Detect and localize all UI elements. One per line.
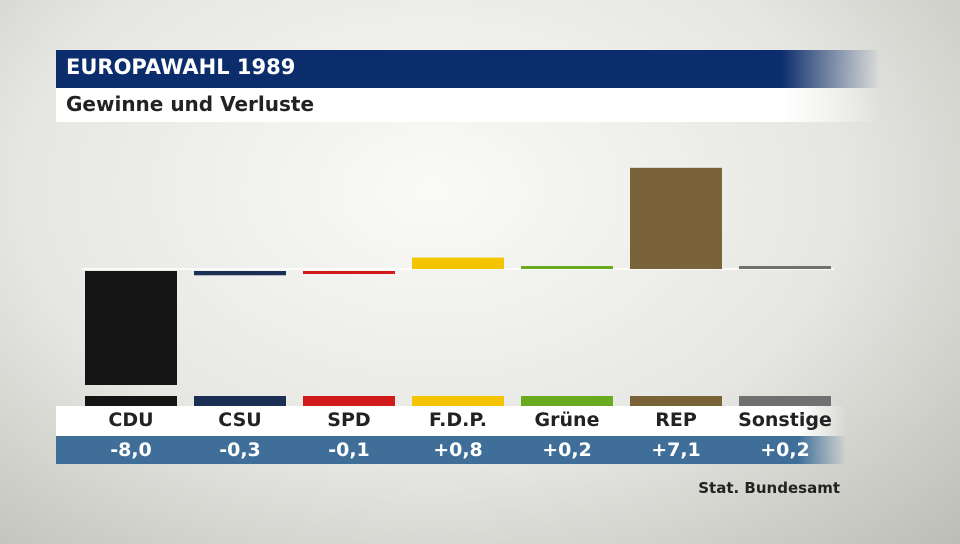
value-label: +0,2 [760,439,810,461]
title-bar: EUROPAWAHL 1989 [56,50,880,88]
bar-fdp [412,257,504,269]
category-label: Sonstige [738,409,832,431]
color-strip-spd [303,396,395,406]
value-label-row: -8,0 -0,3 -0,1 +0,8 +0,2 +7,1 +0,2 [56,436,846,464]
value-label: +0,2 [542,439,592,461]
color-strip-grne [521,396,613,406]
bar-grne [521,266,613,269]
bar-spd [303,271,395,274]
chart-title: EUROPAWAHL 1989 [66,55,296,79]
bar-cdu [85,271,177,385]
value-label: -0,3 [219,439,261,461]
category-label: SPD [327,409,371,431]
category-label-row: CDU CSU SPD F.D.P. Grüne REP Sonstige [56,406,846,436]
value-label: -0,1 [328,439,370,461]
bar-rep [630,167,722,269]
category-label: CDU [108,409,154,431]
value-label: +0,8 [433,439,483,461]
chart-subtitle: Gewinne und Verluste [66,92,315,116]
value-label: +7,1 [651,439,701,461]
color-strip-sonstige [739,396,831,406]
bar-csu [194,271,286,276]
value-label: -8,0 [110,439,152,461]
bar-sonstige [739,266,831,269]
color-strip-csu [194,396,286,406]
category-label: REP [655,409,697,431]
color-strip-rep [630,396,722,406]
category-label: CSU [218,409,262,431]
subtitle-bar: Gewinne und Verluste [56,88,880,122]
source-note: Stat. Bundesamt [698,479,840,497]
category-label: F.D.P. [428,409,488,431]
color-strip-cdu [85,396,177,406]
category-label: Grüne [534,409,600,431]
color-strip-fdp [412,396,504,406]
